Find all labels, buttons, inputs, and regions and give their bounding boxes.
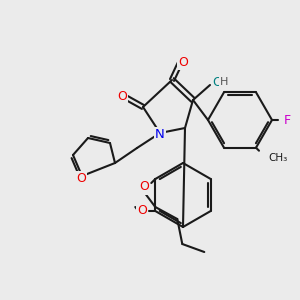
Text: H: H [220, 77, 228, 87]
Text: O: O [212, 76, 222, 88]
Text: O: O [139, 181, 149, 194]
Text: O: O [137, 205, 147, 218]
Text: F: F [284, 113, 291, 127]
Text: N: N [155, 128, 165, 142]
Text: CH₃: CH₃ [268, 153, 287, 163]
Text: O: O [76, 172, 86, 185]
Text: O: O [117, 91, 127, 103]
Text: O: O [178, 56, 188, 68]
